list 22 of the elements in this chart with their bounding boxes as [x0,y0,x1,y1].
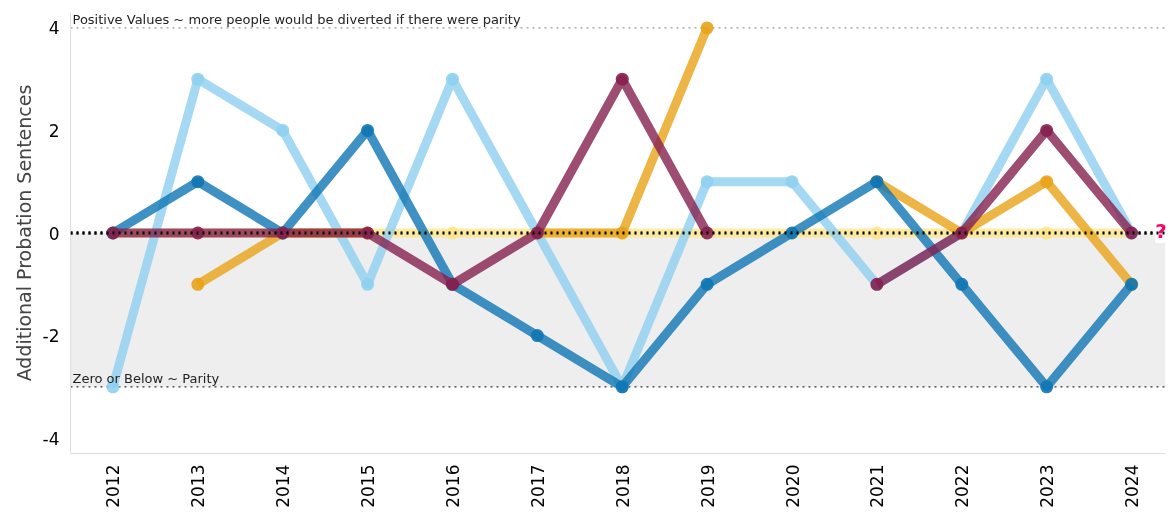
x-tick-label: 2015 [358,464,379,508]
ref-line-label: Positive Values ~ more people would be diverted if there were parity [72,11,521,27]
x-tick-label: 2023 [1037,464,1058,508]
x-tick-label: 2020 [782,464,803,508]
y-tick-label: -2 [42,326,60,347]
x-tick-label: 2012 [103,464,124,508]
annotation: ? [1155,219,1167,243]
x-tick-label: 2014 [273,464,294,508]
y-tick-label: 2 [48,120,60,141]
y-axis-title: Additional Probation Sentences [12,84,35,382]
x-tick-label: 2018 [612,464,633,508]
x-tick-label: 2016 [442,464,463,508]
ref-line-label: Zero or Below ~ Parity [72,370,220,386]
y-tick-label: 4 [48,18,60,39]
x-tick-label: 2021 [867,464,888,508]
x-tick-label: 2019 [697,464,718,508]
x-tick-label: 2013 [188,464,209,508]
x-tick-label: 2022 [952,464,973,508]
y-tick-label: 0 [48,223,60,244]
x-tick-label: 2024 [1122,464,1143,508]
y-tick-label: -4 [42,428,60,449]
x-tick-label: 2017 [527,464,548,508]
